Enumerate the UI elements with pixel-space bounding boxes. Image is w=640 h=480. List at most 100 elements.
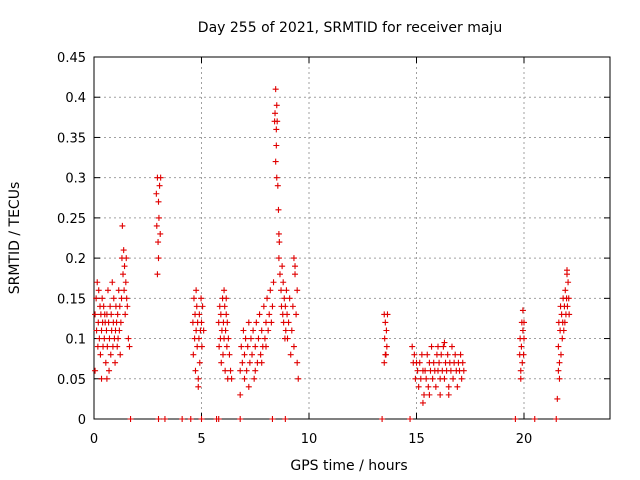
data-point <box>116 303 123 310</box>
data-point <box>554 395 561 402</box>
data-point <box>414 367 421 374</box>
data-point <box>265 327 272 334</box>
data-point <box>107 303 114 310</box>
data-point <box>192 367 199 374</box>
data-point <box>261 335 268 342</box>
data-point <box>460 367 467 374</box>
data-point <box>382 319 389 326</box>
data-point <box>287 351 294 358</box>
data-point <box>566 311 573 318</box>
data-point <box>288 327 295 334</box>
data-point <box>273 174 280 181</box>
data-point <box>252 343 259 350</box>
data-point <box>120 247 127 254</box>
data-point <box>435 343 441 350</box>
data-point <box>199 303 206 310</box>
data-point <box>100 303 107 310</box>
data-point <box>252 367 259 374</box>
data-point <box>381 359 388 366</box>
axis-ticks: 0 0.05 0.1 0.15 0.2 0.25 0.3 0.35 0.4 0.45 0 5 10 15 2… <box>57 51 610 447</box>
data-point <box>423 375 430 382</box>
data-point <box>275 255 282 262</box>
chart-title: Day 255 of 2021, SRMTID for receiver maj… <box>198 20 502 36</box>
data-point <box>245 319 252 326</box>
data-point <box>240 327 247 334</box>
data-point <box>112 359 119 366</box>
data-point <box>103 327 110 334</box>
data-point <box>218 359 225 366</box>
data-point <box>286 295 293 302</box>
data-point <box>215 416 222 422</box>
data-point <box>561 319 568 326</box>
data-point <box>444 351 451 358</box>
data-point <box>223 311 230 318</box>
data-point <box>565 279 572 286</box>
data-point <box>426 391 433 398</box>
data-point <box>121 263 128 270</box>
data-point <box>519 307 526 314</box>
data-point <box>242 335 249 342</box>
data-point <box>195 375 202 382</box>
data-point <box>223 343 230 350</box>
data-point <box>241 351 248 358</box>
x-tick-label: 20 <box>516 432 533 447</box>
data-point <box>250 327 257 334</box>
data-point <box>276 271 283 278</box>
data-point <box>556 375 563 382</box>
data-point <box>294 287 301 294</box>
data-point <box>223 295 230 302</box>
data-point <box>190 351 197 358</box>
data-point <box>274 182 281 189</box>
data-point <box>407 416 414 422</box>
data-point <box>282 416 289 422</box>
data-point <box>104 343 111 350</box>
data-point <box>155 214 162 221</box>
data-point <box>521 319 527 326</box>
data-point <box>198 416 205 422</box>
data-point <box>276 239 283 246</box>
data-point <box>517 375 524 382</box>
data-point <box>190 295 197 302</box>
data-point <box>98 375 105 382</box>
data-point <box>267 287 274 294</box>
data-point <box>270 279 277 286</box>
data-point <box>518 343 525 350</box>
data-point <box>253 319 260 326</box>
y-tick-label: 0.35 <box>57 131 86 146</box>
data-point <box>459 359 466 366</box>
data-point <box>127 416 134 422</box>
data-point <box>157 174 164 181</box>
data-point <box>290 343 297 350</box>
data-point <box>154 271 161 278</box>
data-point <box>421 391 428 398</box>
data-points <box>92 86 573 422</box>
data-point <box>272 86 279 93</box>
data-point <box>282 303 289 310</box>
data-point <box>195 335 202 342</box>
x-tick-label: 10 <box>301 432 318 447</box>
data-point <box>448 343 455 350</box>
data-point <box>417 375 424 382</box>
data-point <box>382 351 389 358</box>
data-point <box>114 311 121 318</box>
data-point <box>429 375 436 382</box>
data-point <box>155 239 162 246</box>
data-point <box>273 142 280 149</box>
y-tick-label: 0.25 <box>57 212 86 227</box>
data-point <box>237 416 244 422</box>
data-point <box>284 311 291 318</box>
data-point <box>428 343 435 350</box>
data-point <box>255 335 262 342</box>
data-point <box>275 206 282 213</box>
data-point <box>555 343 562 350</box>
data-point <box>281 295 288 302</box>
data-point <box>285 319 292 326</box>
data-point <box>266 311 273 318</box>
data-point <box>244 343 251 350</box>
data-point <box>381 335 388 342</box>
data-point <box>179 416 186 422</box>
data-point <box>432 383 439 390</box>
x-tick-label: 5 <box>197 432 205 447</box>
data-point <box>447 367 454 374</box>
data-point <box>153 190 160 197</box>
